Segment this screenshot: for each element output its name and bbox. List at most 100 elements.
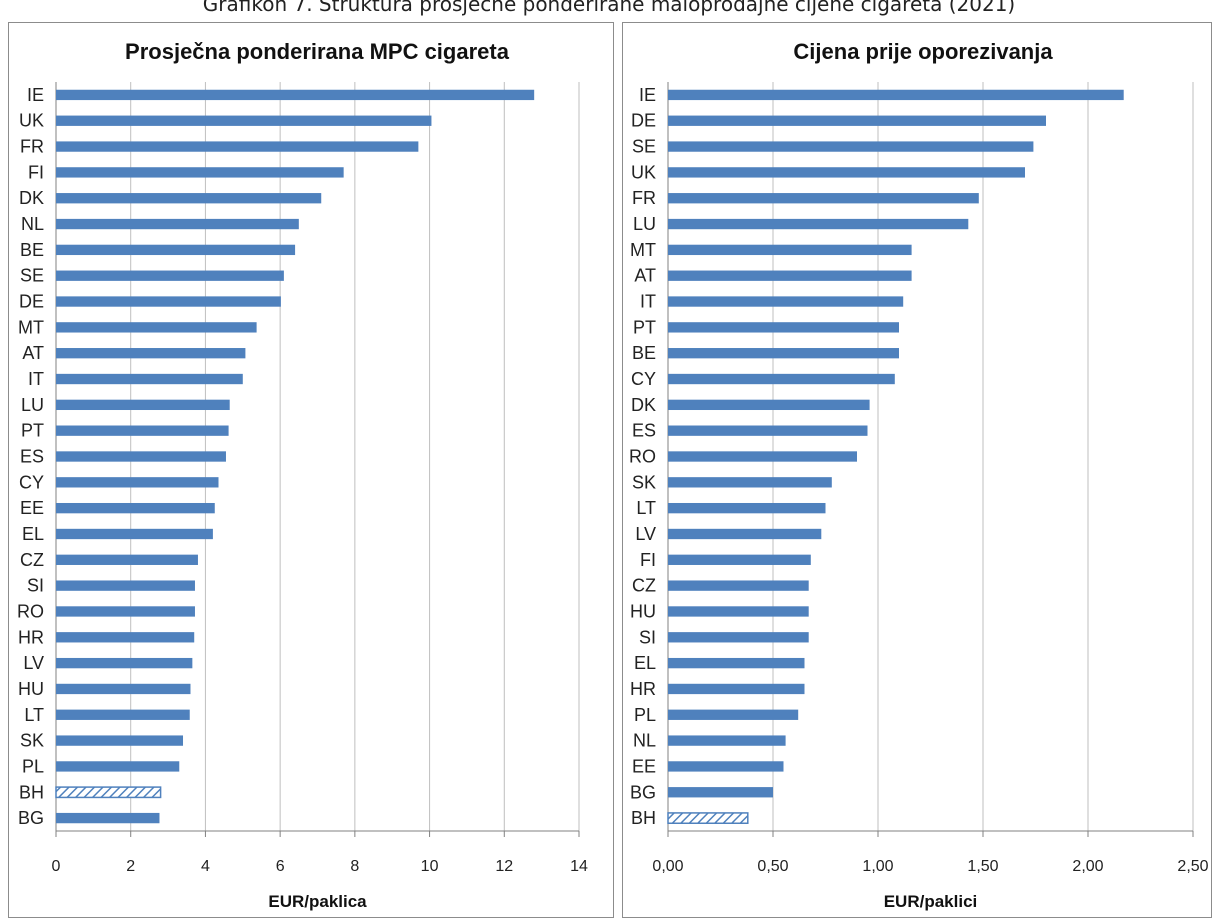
- category-label: BH: [631, 808, 656, 828]
- category-label: DK: [631, 395, 656, 415]
- figure-caption: Grafikon 7. Struktura prosječne ponderir…: [202, 0, 1016, 16]
- bar-ee: [668, 761, 784, 772]
- category-label: HU: [630, 601, 656, 621]
- category-label: FI: [640, 550, 656, 570]
- category-label: MT: [630, 240, 656, 260]
- bar-at: [56, 348, 246, 359]
- bar-at: [668, 270, 912, 281]
- category-label: EE: [20, 498, 44, 518]
- x-axis-title: EUR/paklica: [268, 892, 367, 911]
- bar-hu: [668, 606, 809, 617]
- bar-it: [56, 373, 243, 385]
- chart-panel-pre-tax-price: Cijena prije oporezivanja 0,00 0,50 1,00 1,5…: [622, 22, 1212, 918]
- bar-lu: [56, 399, 230, 411]
- category-label: CY: [631, 369, 656, 389]
- chart-svg-retail-price: Prosječna ponderirana MPC cigareta 0 2 4 6 8 1…: [17, 39, 588, 911]
- category-label: FI: [28, 162, 44, 182]
- bar-lu: [668, 218, 969, 230]
- bar-uk: [56, 115, 432, 126]
- category-label: RO: [17, 601, 44, 621]
- bar-lt: [56, 709, 190, 720]
- category-label: IE: [639, 85, 656, 105]
- bar-mt: [668, 244, 912, 256]
- x-tick-label: 14: [570, 858, 588, 875]
- category-label: CZ: [20, 550, 44, 570]
- category-label: BG: [18, 808, 44, 828]
- category-label: BE: [632, 343, 656, 363]
- bar-ro: [56, 606, 195, 617]
- bar-el: [668, 657, 805, 669]
- category-label: DE: [19, 292, 44, 312]
- bar-fi: [56, 167, 344, 178]
- x-tick-label: 10: [421, 858, 439, 875]
- x-axis-title: EUR/paklici: [884, 892, 978, 911]
- category-label: AT: [22, 343, 44, 363]
- category-label: SK: [20, 731, 44, 751]
- category-label: LU: [633, 214, 656, 234]
- bar-pt: [668, 322, 899, 333]
- bar-it: [668, 296, 904, 307]
- bar-uk: [668, 167, 1025, 178]
- category-label: LT: [24, 705, 44, 725]
- bar-cy: [56, 477, 219, 488]
- bar-dk: [56, 193, 322, 204]
- x-tick-label: 6: [276, 858, 285, 875]
- bar-nl: [56, 218, 299, 230]
- category-label: HR: [18, 627, 44, 647]
- category-label: PL: [634, 705, 656, 725]
- bar-fi: [668, 554, 811, 565]
- category-label: SK: [632, 472, 656, 492]
- category-label: DK: [19, 188, 44, 208]
- bar-dk: [668, 399, 870, 411]
- category-label: IT: [640, 292, 656, 312]
- bar-lv: [56, 657, 193, 669]
- category-label: NL: [633, 731, 656, 751]
- x-tick-label: 1,50: [967, 858, 998, 875]
- bar-se: [56, 270, 284, 281]
- category-label: SE: [632, 137, 656, 157]
- category-label: UK: [631, 162, 656, 182]
- category-label: SI: [639, 627, 656, 647]
- category-label: UK: [19, 111, 44, 131]
- bar-bg: [668, 787, 773, 798]
- bar-bg: [56, 812, 160, 824]
- category-label: AT: [634, 266, 656, 286]
- x-tick-label: 2: [126, 858, 135, 875]
- bar-sk: [56, 735, 184, 746]
- bar-se: [668, 141, 1034, 152]
- bar-el: [56, 528, 213, 540]
- category-label: BH: [19, 782, 44, 802]
- chart-svg-pre-tax-price: Cijena prije oporezivanja 0,00 0,50 1,00 1,5…: [629, 39, 1209, 911]
- bar-be: [56, 244, 296, 256]
- x-tick-label: 0,00: [652, 858, 683, 875]
- bar-cy: [668, 373, 895, 385]
- category-label: FR: [20, 137, 44, 157]
- category-label: EL: [634, 653, 656, 673]
- category-label: NL: [21, 214, 44, 234]
- x-tick-label: 4: [201, 858, 210, 875]
- x-tick-label: 2,50: [1177, 858, 1208, 875]
- x-tick-label: 2,00: [1072, 858, 1103, 875]
- category-label: LU: [21, 395, 44, 415]
- bar-cz: [56, 554, 198, 565]
- category-label: LV: [635, 524, 656, 544]
- chart-panel-retail-price: Prosječna ponderirana MPC cigareta 0 2 4 6 8 1…: [8, 22, 614, 918]
- bar-ie: [56, 89, 535, 101]
- category-label: ES: [20, 447, 44, 467]
- category-label: SE: [20, 266, 44, 286]
- category-label: LV: [23, 653, 44, 673]
- bar-si: [668, 632, 809, 643]
- bar-sk: [668, 477, 832, 488]
- bar-fr: [56, 141, 419, 152]
- bar-es: [56, 451, 226, 462]
- x-tick-label: 12: [495, 858, 513, 875]
- category-label: DE: [631, 111, 656, 131]
- bar-de: [56, 296, 281, 307]
- bar-cz: [668, 580, 809, 591]
- category-label: ES: [632, 421, 656, 441]
- category-label: SI: [27, 576, 44, 596]
- category-label: IE: [27, 85, 44, 105]
- bar-de: [668, 115, 1046, 126]
- bar-pl: [668, 709, 799, 720]
- bar-lv: [668, 528, 822, 540]
